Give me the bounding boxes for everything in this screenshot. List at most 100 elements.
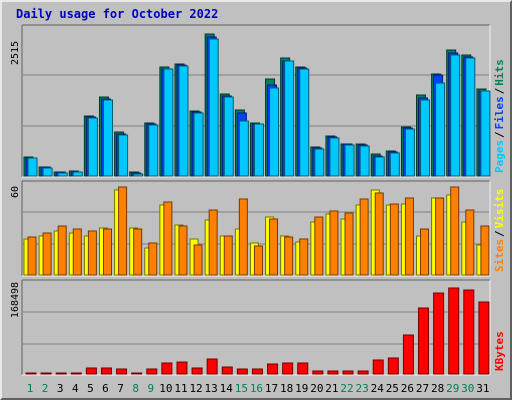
x-tick-label: 21 [325, 382, 338, 395]
bar-pages [450, 54, 461, 177]
bar-sites [420, 228, 430, 276]
bar-sites [193, 244, 203, 276]
bar-sites [238, 198, 248, 276]
x-tick-label: 1 [27, 382, 34, 395]
bar-pages [435, 82, 446, 177]
bar-sites [284, 236, 294, 276]
legend-pages: Pages [493, 140, 506, 173]
bar-kbytes [85, 367, 97, 375]
bar-pages [359, 145, 370, 177]
bar-kbytes [342, 370, 354, 375]
bar-pages [238, 120, 249, 177]
bar-sites [344, 212, 354, 276]
bar-pages [269, 87, 280, 177]
bar-kbytes [70, 372, 82, 375]
x-tick-label: 11 [174, 382, 187, 395]
bar-sites [72, 228, 82, 276]
bar-kbytes [55, 372, 67, 375]
legend-files: Files [493, 96, 506, 129]
bar-kbytes [116, 368, 128, 375]
legend-hits: Hits [493, 59, 506, 86]
y-max-label: 60 [10, 186, 21, 198]
bar-kbytes [267, 363, 279, 375]
bar-pages [178, 65, 189, 177]
bar-sites [314, 216, 324, 276]
bar-kbytes [100, 367, 112, 375]
bar-kbytes [312, 370, 324, 375]
bar-pages [329, 137, 340, 177]
bar-pages [314, 148, 325, 177]
bar-pages [208, 38, 219, 177]
bar-pages [284, 60, 295, 177]
bar-pages [87, 117, 98, 177]
bar-kbytes [357, 370, 369, 375]
bar-sites [118, 186, 128, 276]
bar-pages [404, 128, 415, 177]
bar-pages [389, 152, 400, 177]
bar-sites [269, 218, 279, 276]
bar-sites [133, 228, 143, 276]
bar-kbytes [161, 362, 173, 375]
bar-kbytes [327, 370, 339, 375]
bar-kbytes [463, 289, 475, 375]
x-tick-label: 29 [446, 382, 459, 395]
bar-kbytes [387, 357, 399, 375]
bar-kbytes [282, 362, 294, 375]
legend-separator: / [493, 131, 506, 138]
legend-visits: Visits [493, 189, 506, 229]
bar-sites [480, 225, 490, 276]
bar-sites [148, 242, 158, 276]
x-tick-label: 4 [72, 382, 79, 395]
bar-kbytes [25, 372, 37, 375]
bar-sites [329, 210, 339, 276]
bar-pages [27, 157, 38, 177]
x-tick-label: 28 [431, 382, 444, 395]
bar-pages [480, 90, 491, 177]
bar-kbytes [448, 287, 460, 375]
bar-kbytes [418, 307, 430, 375]
x-tick-label: 26 [401, 382, 414, 395]
bar-kbytes [191, 367, 203, 375]
x-tick-label: 20 [310, 382, 323, 395]
x-tick-label: 24 [371, 382, 385, 395]
bar-pages [133, 173, 144, 177]
bar-pages [42, 167, 53, 177]
bar-pages [148, 124, 159, 177]
bar-sites [299, 238, 309, 276]
x-tick-label: 9 [147, 382, 154, 395]
bar-kbytes [402, 334, 414, 375]
bar-sites [253, 245, 263, 276]
bar-kbytes [40, 372, 52, 375]
x-tick-label: 15 [235, 382, 248, 395]
bar-sites [389, 203, 399, 276]
bar-kbytes [221, 366, 233, 375]
bar-sites [223, 235, 233, 276]
bar-pages [193, 112, 204, 177]
x-tick-label: 31 [476, 382, 489, 395]
bar-kbytes [176, 361, 188, 375]
x-tick-label: 10 [159, 382, 172, 395]
bar-kbytes [433, 292, 445, 375]
bar-sites [102, 228, 112, 276]
bar-sites [450, 186, 460, 276]
x-tick-label: 5 [87, 382, 94, 395]
x-tick-label: 16 [250, 382, 263, 395]
bar-kbytes [146, 368, 158, 375]
bar-pages [118, 134, 129, 177]
x-tick-label: 19 [295, 382, 308, 395]
bar-kbytes [206, 358, 218, 375]
bar-pages [299, 68, 310, 177]
bar-pages [163, 68, 174, 177]
bar-pages [374, 156, 385, 177]
bar-pages [57, 172, 68, 177]
bar-sites [87, 230, 97, 276]
x-tick-label: 23 [356, 382, 369, 395]
x-tick-label: 30 [461, 382, 474, 395]
legend-separator: / [493, 87, 506, 94]
x-tick-label: 3 [57, 382, 64, 395]
bar-sites [163, 201, 173, 276]
bar-pages [223, 96, 234, 177]
x-tick-label: 27 [416, 382, 429, 395]
bar-pages [72, 171, 83, 177]
